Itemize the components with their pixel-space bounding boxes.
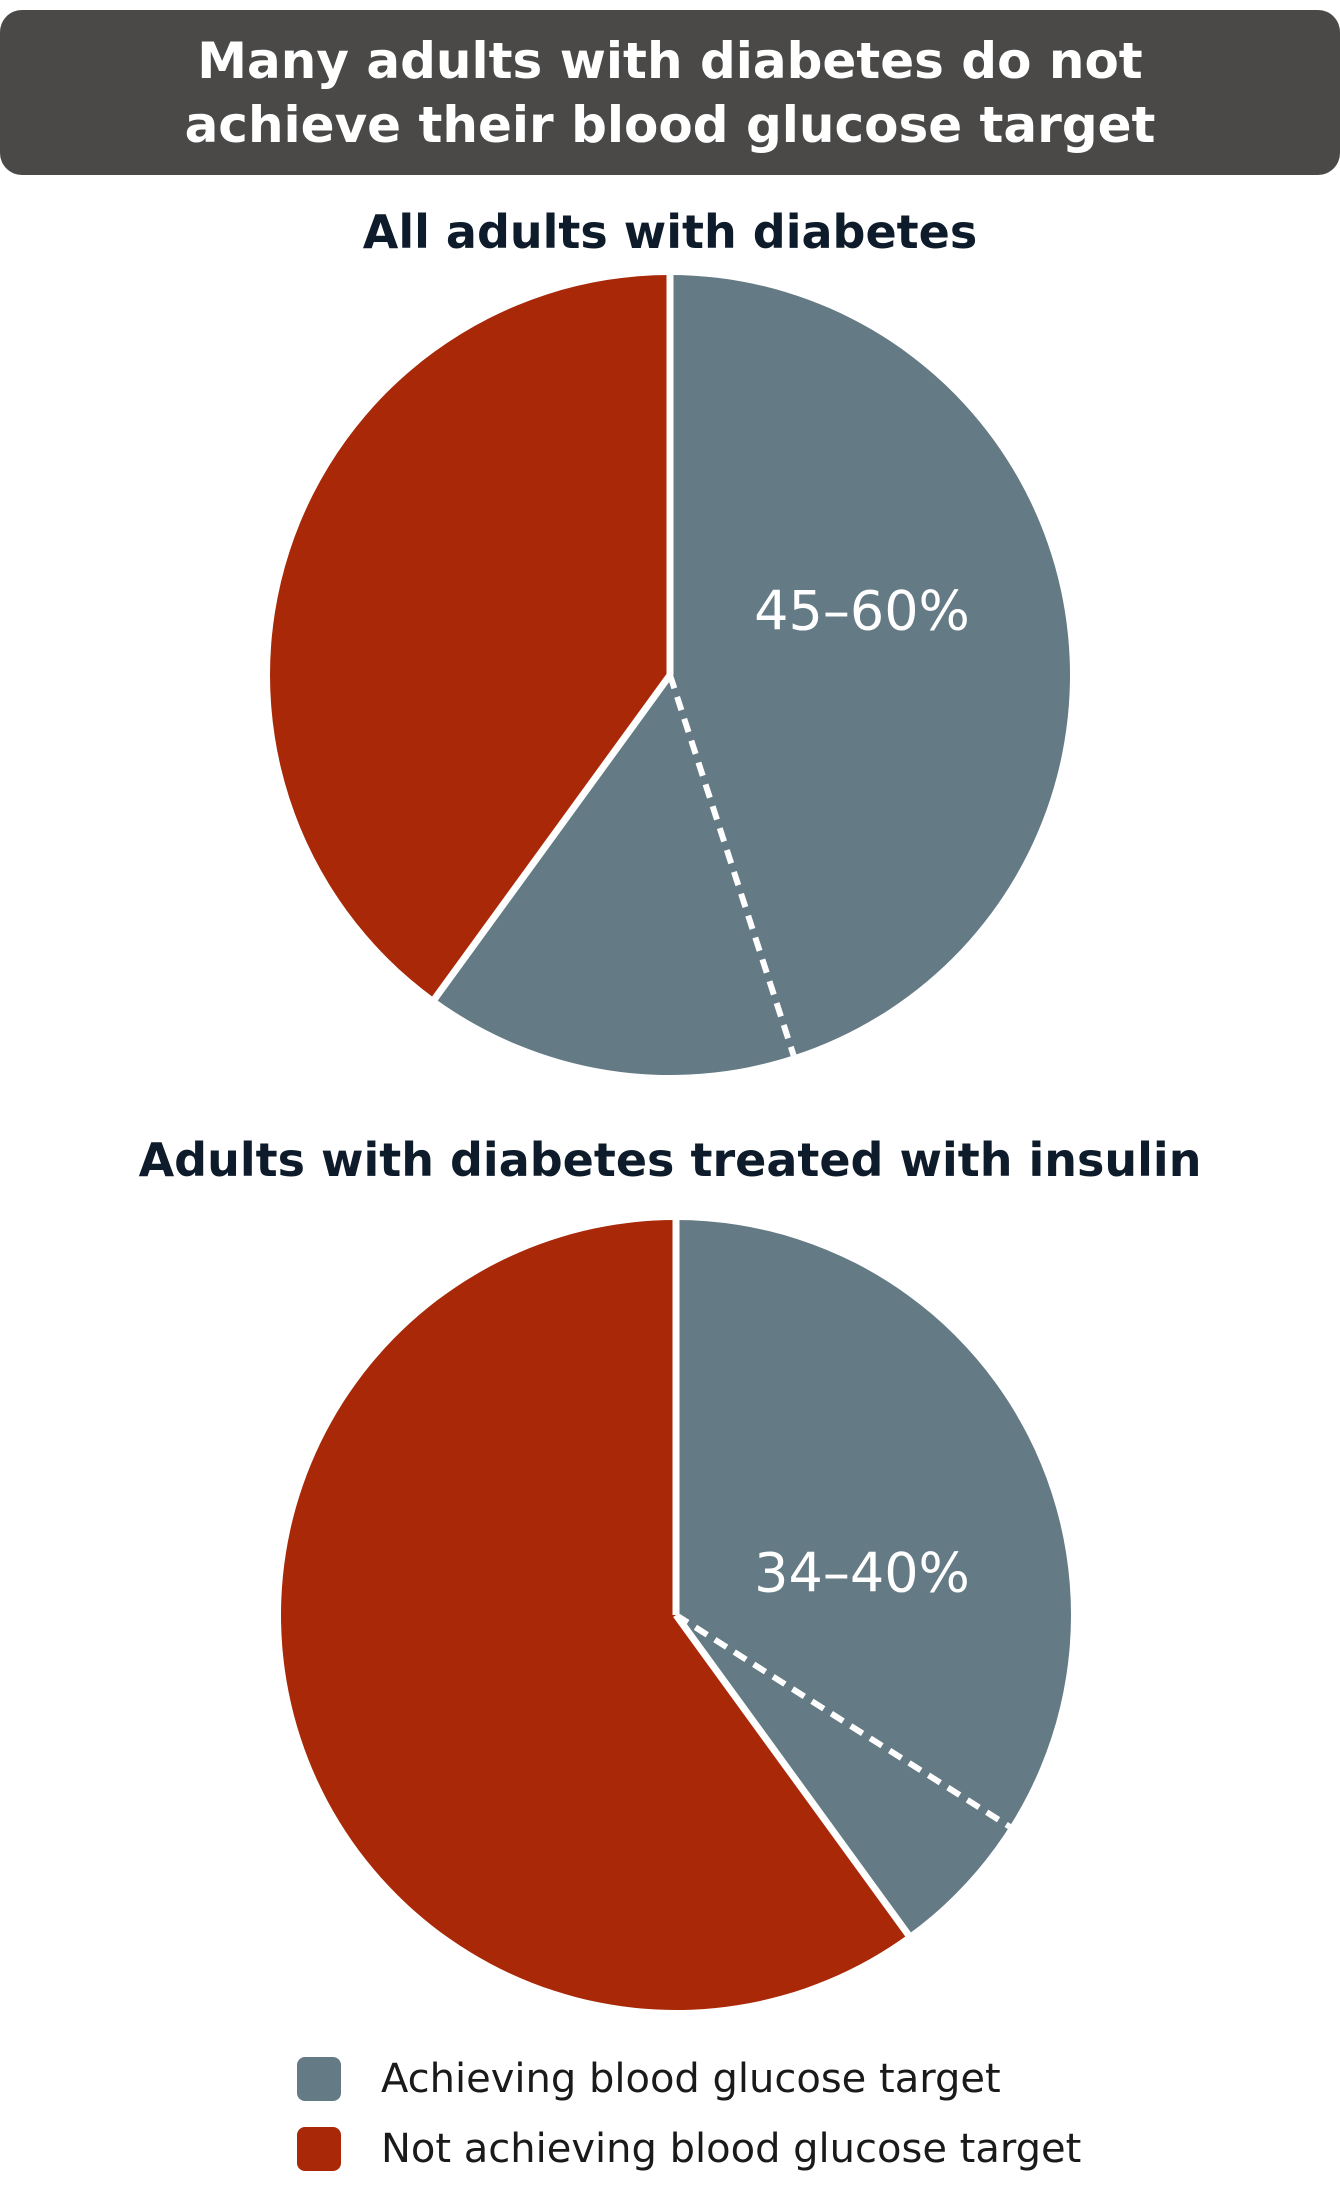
legend-item-achieving: Achieving blood glucose target	[297, 2044, 1081, 2114]
pie-chart-all-adults: 45–60%	[270, 275, 1071, 1075]
legend-swatch-not-achieving	[297, 2127, 341, 2171]
range-data-label-1: 45–60%	[754, 580, 970, 643]
legend-label-achieving: Achieving blood glucose target	[381, 2056, 1001, 2102]
chart-title-insulin: Adults with diabetes treated with insuli…	[138, 1133, 1202, 1187]
slice-divider-end-1	[430, 672, 673, 1003]
pie-slice-not-achieving-1	[270, 275, 670, 999]
legend: Achieving blood glucose target Not achie…	[297, 2044, 1081, 2184]
range-lower-bound-dashed-divider-2	[674, 1612, 1012, 1830]
slice-divider-end-2	[673, 1612, 913, 1939]
pie-slice-not-achieving-2	[280, 1220, 909, 2010]
range-data-label-2: 34–40%	[754, 1542, 970, 1605]
chart-title-all-adults: All adults with diabetes	[362, 205, 978, 259]
legend-swatch-achieving	[297, 2057, 341, 2101]
header-title-line2: achieve their blood glucose target	[184, 95, 1156, 154]
legend-label-not-achieving: Not achieving blood glucose target	[381, 2126, 1082, 2172]
header-banner: Many adults with diabetes do not achieve…	[0, 10, 1340, 175]
legend-item-not-achieving: Not achieving blood glucose target	[297, 2114, 1081, 2184]
pie-slice-achieving-2	[676, 1220, 1071, 1935]
pie-chart-insulin: 34–40%	[280, 1218, 1071, 2010]
range-lower-bound-dashed-divider-1	[667, 674, 797, 1057]
header-title-line1: Many adults with diabetes do not	[197, 31, 1143, 90]
pie-slice-achieving-1	[434, 275, 1071, 1075]
